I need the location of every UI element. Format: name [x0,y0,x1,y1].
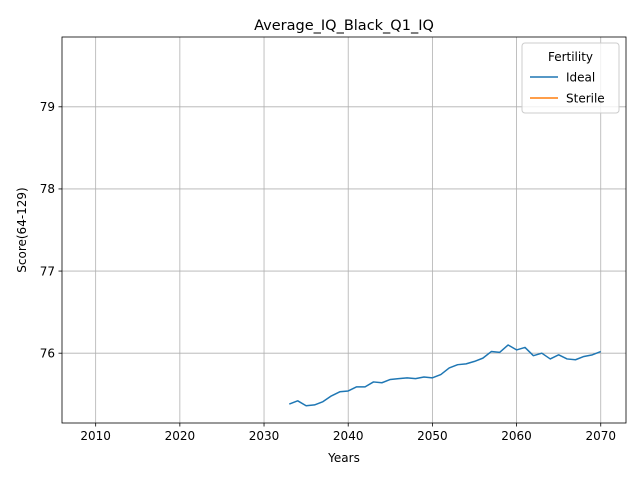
y-tick-label: 76 [40,346,55,360]
legend-label-sterile: Sterile [566,91,605,105]
x-tick-label: 2020 [165,429,196,443]
x-tick-label: 2010 [80,429,111,443]
legend: Fertility Ideal Sterile [521,42,620,114]
series-lines [289,344,602,407]
x-axis-label: Years [327,451,360,465]
legend-label-ideal: Ideal [566,70,595,84]
x-tick-label: 2070 [585,429,616,443]
chart-title: Average_IQ_Black_Q1_IQ [254,18,434,34]
x-tick-label: 2060 [501,429,532,443]
legend-box [521,42,620,114]
x-tick-label: 2050 [417,429,448,443]
x-tick-label: 2040 [333,429,364,443]
y-tick-label: 77 [40,264,55,278]
y-tick-label: 79 [40,100,55,114]
y-axis-label: Score(64-129) [15,187,29,272]
series-line-ideal [289,344,602,407]
axis-ticks: 2010 2020 2030 2040 2050 2060 2070 76 77 78 79 [40,100,616,443]
x-tick-label: 2030 [249,429,280,443]
y-tick-label: 78 [40,182,55,196]
plot-area-frame [61,36,627,424]
legend-title: Fertility [548,50,593,64]
